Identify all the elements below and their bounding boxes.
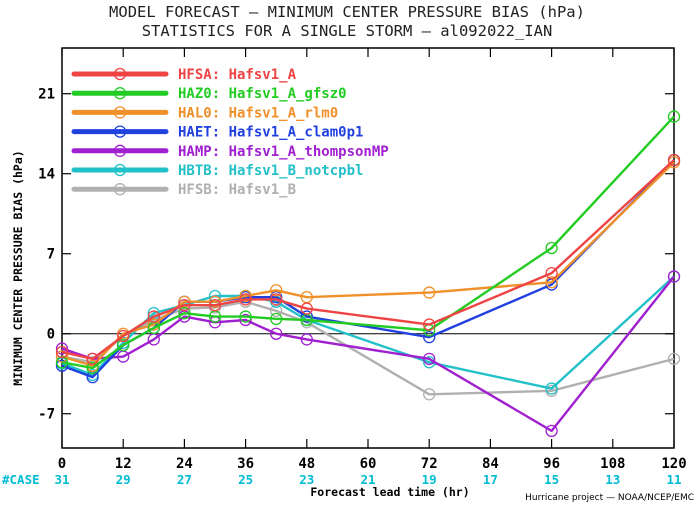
case-count: 17 — [483, 472, 498, 487]
data-point — [55, 350, 69, 363]
data-point — [55, 359, 69, 372]
data-point — [270, 293, 283, 306]
data-point — [423, 286, 436, 299]
legend-marker — [113, 163, 127, 177]
x-tick-label: 72 — [421, 456, 438, 472]
data-point — [423, 330, 436, 344]
data-point — [208, 295, 222, 308]
legend-marker — [113, 106, 127, 119]
legend-label: HBTB: Hafsv1_B_notcpbl — [178, 163, 363, 179]
data-point — [667, 110, 681, 123]
case-count: 19 — [422, 472, 437, 487]
legend-marker — [113, 67, 127, 81]
data-point — [545, 382, 558, 395]
data-point — [300, 333, 313, 346]
data-point — [270, 327, 283, 340]
case-count: 15 — [544, 472, 559, 487]
data-point — [208, 298, 222, 312]
case-count: 25 — [238, 472, 253, 487]
credit-text: Hurricane project — NOAA/NCEP/EMC — [525, 493, 694, 503]
series-line — [61, 275, 675, 390]
data-point — [270, 312, 283, 326]
legend: HFSA: Hafsv1_A HAZ0: Hafsv1_A_gfsz0 HAL0: … — [71, 67, 389, 198]
legend-label: HAL0: Hafsv1_A_rlm0 — [178, 105, 338, 121]
legend-marker — [113, 87, 127, 100]
series-line — [61, 159, 675, 361]
data-point — [545, 424, 558, 438]
data-point — [300, 310, 313, 323]
data-point — [86, 361, 99, 375]
legend-marker — [113, 183, 127, 196]
data-point — [117, 338, 130, 352]
data-point — [545, 276, 558, 289]
data-point — [178, 306, 191, 320]
case-count: 13 — [605, 472, 620, 487]
x-tick-label: 48 — [298, 456, 315, 472]
data-point — [545, 266, 558, 280]
case-count: 23 — [299, 472, 314, 487]
data-point — [667, 270, 681, 283]
data-point — [423, 352, 436, 366]
y-axis-label: MINIMUM CENTER PRESSURE BIAS (hPa) — [11, 150, 25, 385]
data-point — [667, 153, 681, 167]
legend-label: HFSA: Hafsv1_A — [178, 67, 297, 83]
data-point — [117, 329, 130, 343]
data-point — [178, 298, 191, 312]
data-point — [239, 293, 252, 306]
data-point — [55, 356, 69, 369]
x-tick-label: 108 — [600, 456, 625, 472]
axis-ticks: 0 12 24 36 48 60 72 84 96 108 120 -7 0 7 14 21 — [38, 48, 687, 472]
x-tick-label: 60 — [360, 456, 377, 472]
y-tick-label: -7 — [38, 407, 55, 423]
data-point — [239, 313, 252, 327]
data-point — [239, 289, 252, 303]
case-count: 21 — [360, 472, 375, 487]
legend-marker — [113, 144, 127, 157]
case-count: 27 — [177, 472, 192, 487]
data-point — [55, 345, 69, 359]
x-tick-label: 36 — [237, 456, 254, 472]
data-point — [270, 284, 283, 297]
y-tick-label: 7 — [47, 247, 55, 263]
data-point — [667, 352, 681, 366]
legend-label: HFSB: Hafsv1_B — [178, 182, 296, 198]
data-point — [300, 302, 313, 315]
data-point — [86, 352, 99, 366]
x-tick-label: 84 — [482, 456, 499, 472]
data-point — [545, 241, 558, 255]
legend-label: HAET: Hafsv1_A_clam0p1 — [178, 125, 363, 141]
x-tick-label: 12 — [115, 456, 132, 472]
data-point — [55, 342, 69, 355]
x-tick-label: 120 — [661, 456, 686, 472]
legend-label: HAZ0: Hafsv1_A_gfsz0 — [178, 86, 347, 102]
data-point — [423, 388, 436, 401]
case-counts: #CASE 31 29 27 25 23 21 19 17 15 13 11 — [2, 472, 682, 487]
plot-frame — [61, 47, 675, 449]
x-tick-label: 24 — [176, 456, 193, 472]
case-count: 31 — [54, 472, 69, 487]
y-tick-label: 14 — [38, 167, 55, 183]
x-tick-label: 0 — [58, 456, 66, 472]
plot-area — [61, 47, 675, 449]
case-label: #CASE — [2, 472, 40, 487]
legend-marker — [113, 125, 127, 138]
chart-title: MODEL FORECAST — MINIMUM CENTER PRESSURE… — [109, 3, 585, 21]
x-tick-label: 96 — [543, 456, 560, 472]
y-tick-label: 0 — [47, 327, 55, 343]
data-point — [239, 310, 252, 323]
case-count: 11 — [666, 472, 681, 487]
case-count: 29 — [116, 472, 131, 487]
y-tick-label: 21 — [38, 87, 55, 103]
data-point — [423, 318, 436, 331]
data-series — [55, 110, 681, 438]
legend-label: HAMP: Hafsv1_A_thompsonMP — [178, 144, 389, 160]
x-axis-label: Forecast lead time (hr) — [310, 485, 469, 499]
series-line — [61, 161, 675, 367]
chart-subtitle: STATISTICS FOR A SINGLE STORM — al092022… — [142, 22, 553, 40]
data-point — [147, 310, 160, 323]
series-line — [61, 275, 675, 433]
